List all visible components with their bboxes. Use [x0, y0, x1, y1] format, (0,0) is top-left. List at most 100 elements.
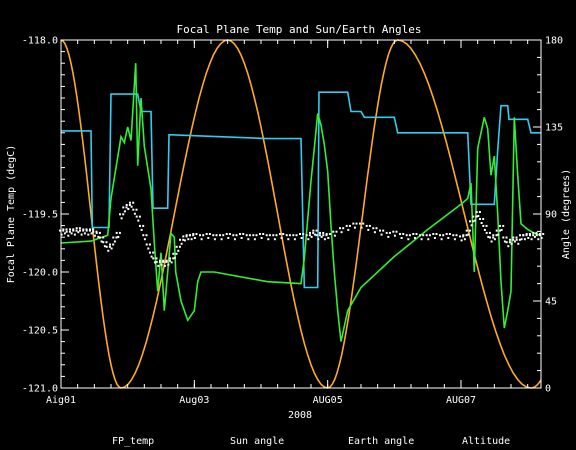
fp-temp-point: [78, 227, 81, 230]
fp-temp-point: [400, 237, 403, 239]
fp-temp-point: [93, 234, 96, 237]
left-tick-label: -119.5: [22, 210, 58, 221]
fp-temp-point: [113, 240, 116, 243]
fp-temp-point: [532, 234, 535, 237]
fp-temp-point: [500, 228, 503, 231]
fp-temp-point: [307, 238, 310, 241]
fp-temp-point: [163, 264, 166, 267]
fp-temp-point: [320, 235, 323, 238]
fp-temp-point: [473, 219, 476, 222]
fp-temp-point: [118, 231, 121, 234]
fp-temp-point: [519, 234, 521, 237]
fp-temp-point: [109, 243, 111, 246]
fp-temp-point: [505, 241, 508, 244]
fp-temp-point: [322, 231, 325, 234]
fp-temp-point: [207, 237, 210, 239]
fp-temp-point: [360, 226, 363, 229]
fp-temp-point: [233, 238, 236, 241]
fp-temp-point: [478, 211, 481, 213]
fp-temp-point: [302, 233, 305, 235]
fp-temp-point: [515, 236, 518, 239]
fp-temp-point: [542, 233, 545, 235]
fp-temp-point: [367, 228, 370, 231]
fp-temp-point: [112, 236, 115, 239]
fp-temp-point: [95, 230, 98, 233]
fp-temp-point: [165, 260, 168, 263]
fp-temp-point: [537, 238, 540, 241]
fp-temp-point: [187, 238, 190, 241]
fp-temp-point: [533, 235, 536, 238]
fp-temp-point: [445, 233, 448, 235]
fp-temp-point: [128, 204, 131, 206]
fp-temp-point: [530, 238, 533, 241]
fp-temp-point: [132, 201, 135, 204]
fp-temp-point: [67, 234, 70, 237]
fp-temp-point: [420, 238, 423, 241]
fp-temp-point: [362, 222, 365, 225]
fp-temp-point: [172, 257, 175, 260]
fp-temp-point: [228, 233, 231, 235]
chart-title: Focal Plane Temp and Sun/Earth Angles: [176, 23, 421, 36]
fp-temp-point: [435, 233, 438, 235]
fp-temp-point: [199, 234, 201, 237]
fp-temp-point: [262, 233, 265, 235]
fp-temp-point: [242, 233, 245, 235]
fp-temp-point: [422, 234, 425, 237]
fp-temp-point: [87, 233, 90, 236]
fp-temp-point: [365, 224, 368, 227]
fp-temp-point: [477, 215, 480, 217]
fp-temp-point: [115, 236, 118, 239]
fp-temp-point: [517, 242, 520, 245]
fp-temp-point: [148, 243, 151, 246]
y-axis-label-left: Focal Plane Temp (degC): [6, 145, 17, 283]
fp-temp-point: [175, 245, 178, 248]
fp-temp-point: [459, 235, 461, 238]
fp-temp-point: [483, 228, 486, 231]
fp-temp-point: [139, 224, 141, 227]
fp-temp-point: [192, 234, 195, 237]
legend-item-sun-angle: Sun angle: [230, 436, 284, 447]
fp-temp-point: [382, 229, 385, 232]
fp-temp-point: [495, 229, 498, 232]
x-tick-label: Aug03: [179, 395, 209, 406]
fp-temp-point: [75, 227, 78, 230]
fp-temp-point: [485, 231, 488, 234]
fp-temp-point: [142, 224, 145, 227]
fp-temp-point: [507, 245, 510, 248]
fp-temp-point: [493, 238, 496, 241]
fp-temp-point: [219, 234, 221, 237]
fp-temp-point: [502, 236, 505, 239]
fp-temp-point: [527, 237, 530, 239]
fp-temp-point: [193, 237, 196, 239]
fp-temp-point: [285, 234, 288, 237]
fp-temp-point: [342, 227, 345, 230]
fp-temp-point: [373, 231, 376, 234]
fp-temp-point: [315, 229, 318, 232]
fp-temp-point: [105, 245, 108, 248]
fp-temp-point: [133, 212, 136, 215]
fp-temp-point: [212, 234, 215, 237]
fp-temp-point: [102, 241, 105, 244]
fp-temp-point: [492, 236, 495, 239]
fp-temp-point: [62, 229, 65, 232]
fp-temp-point: [202, 234, 205, 237]
fp-temp-point: [178, 245, 181, 248]
fp-temp-point: [513, 240, 516, 243]
fp-temp-point: [192, 233, 195, 235]
fp-temp-point: [225, 233, 228, 235]
fp-temp-point: [189, 234, 191, 237]
fp-temp-point: [345, 224, 348, 227]
fp-temp-point: [497, 233, 500, 236]
fp-temp-point: [152, 251, 155, 254]
fp-temp-point: [317, 238, 320, 241]
series-line-sun-angle: [61, 91, 541, 289]
fp-temp-point: [305, 234, 308, 237]
fp-temp-point: [200, 238, 203, 241]
fp-temp-point: [315, 234, 318, 237]
fp-temp-point: [63, 232, 66, 235]
fp-temp-point: [122, 206, 125, 209]
fp-temp-point: [259, 233, 261, 235]
fp-temp-point: [448, 233, 451, 235]
fp-temp-point: [168, 259, 171, 262]
